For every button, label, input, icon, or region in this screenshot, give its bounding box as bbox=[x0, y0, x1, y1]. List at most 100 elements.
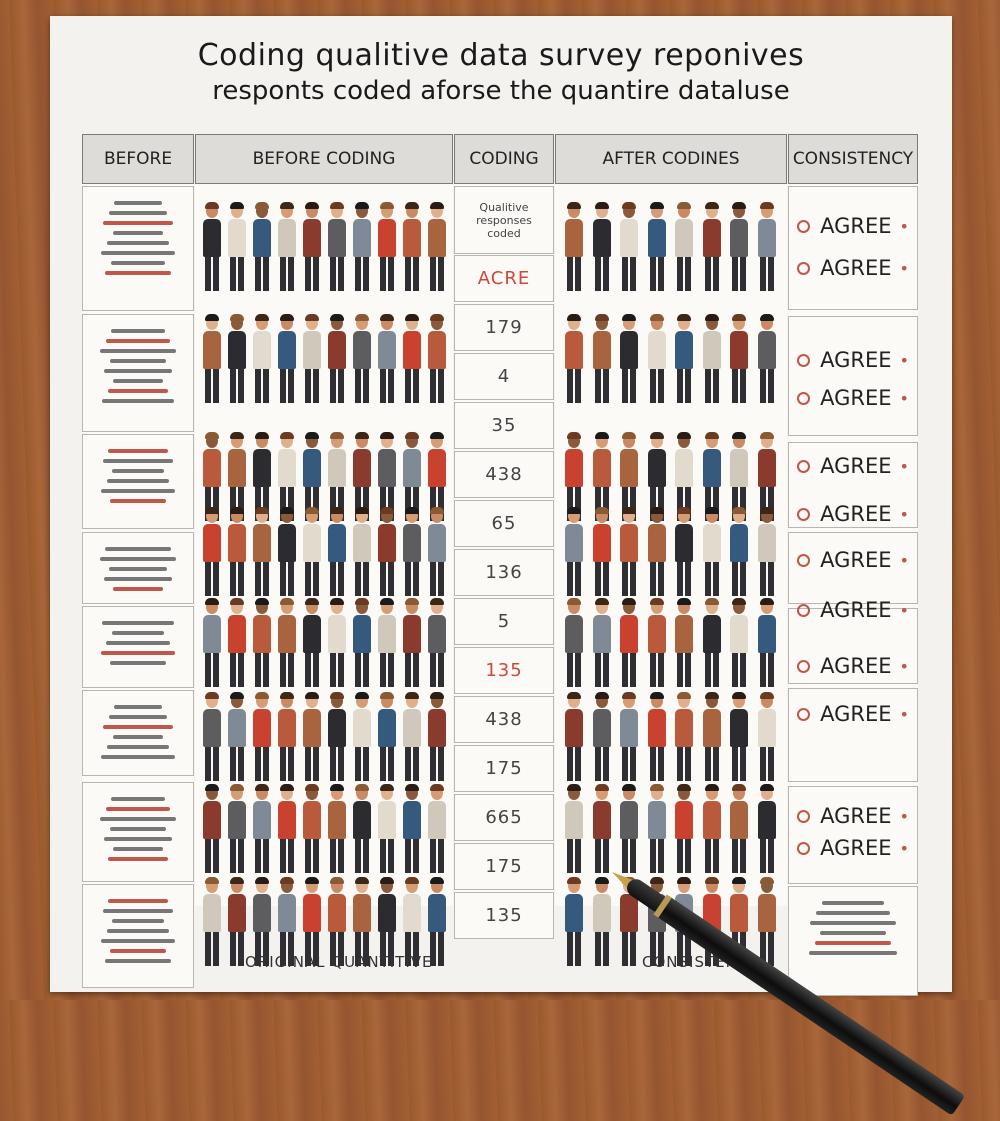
person-figure-icon bbox=[673, 507, 695, 599]
person-figure-icon bbox=[563, 314, 585, 406]
person-figure-icon bbox=[701, 202, 723, 294]
person-figure-icon bbox=[251, 598, 273, 690]
person-figure-icon bbox=[401, 507, 423, 599]
agree-label: AGREE • bbox=[788, 652, 918, 680]
person-figure-icon bbox=[301, 432, 323, 524]
response-text-cell bbox=[82, 314, 194, 432]
circle-mark-icon bbox=[797, 707, 811, 721]
person-figure-icon bbox=[673, 202, 695, 294]
page-title-line-1: Coding qualitive data survey reponives bbox=[197, 38, 805, 73]
person-figure-icon bbox=[401, 877, 423, 969]
response-text-cell bbox=[82, 186, 194, 311]
consistency-cell bbox=[788, 786, 918, 884]
person-figure-icon bbox=[301, 507, 323, 599]
consistency-cell bbox=[788, 532, 918, 604]
people-row bbox=[195, 598, 453, 696]
check-mark-icon: • bbox=[899, 350, 909, 370]
people-row bbox=[555, 202, 787, 300]
response-text-cell bbox=[82, 690, 194, 776]
person-figure-icon bbox=[591, 314, 613, 406]
before-coding-header: BEFORE CODING bbox=[195, 134, 453, 184]
person-figure-icon bbox=[756, 877, 778, 969]
coding-value-cell: 438 bbox=[454, 451, 554, 498]
person-figure-icon bbox=[401, 432, 423, 524]
person-figure-icon bbox=[276, 692, 298, 784]
person-figure-icon bbox=[226, 314, 248, 406]
person-figure-icon bbox=[401, 202, 423, 294]
check-mark-icon: • bbox=[899, 600, 909, 620]
person-figure-icon bbox=[326, 784, 348, 876]
person-figure-icon bbox=[646, 202, 668, 294]
person-figure-icon bbox=[251, 692, 273, 784]
agree-label: AGREE • bbox=[788, 452, 918, 480]
coding-value-cell: 135 bbox=[454, 892, 554, 939]
person-figure-icon bbox=[201, 202, 223, 294]
person-figure-icon bbox=[201, 314, 223, 406]
person-figure-icon bbox=[376, 432, 398, 524]
person-figure-icon bbox=[276, 877, 298, 969]
person-figure-icon bbox=[401, 784, 423, 876]
person-figure-icon bbox=[426, 432, 448, 524]
person-figure-icon bbox=[251, 432, 273, 524]
person-figure-icon bbox=[591, 202, 613, 294]
agree-label: AGREE • bbox=[788, 596, 918, 624]
people-row bbox=[555, 314, 787, 412]
person-figure-icon bbox=[618, 598, 640, 690]
person-figure-icon bbox=[351, 598, 373, 690]
person-figure-icon bbox=[226, 877, 248, 969]
person-figure-icon bbox=[351, 432, 373, 524]
person-figure-icon bbox=[401, 692, 423, 784]
person-figure-icon bbox=[646, 598, 668, 690]
person-figure-icon bbox=[226, 598, 248, 690]
people-row bbox=[555, 692, 787, 790]
circle-mark-icon bbox=[797, 459, 811, 473]
person-figure-icon bbox=[276, 598, 298, 690]
person-figure-icon bbox=[251, 314, 273, 406]
page-title-line-2: responts coded aforse the quantire datal… bbox=[212, 76, 790, 106]
person-figure-icon bbox=[351, 784, 373, 876]
coding-value-cell: 136 bbox=[454, 549, 554, 596]
person-figure-icon bbox=[618, 784, 640, 876]
coding-value-cell: 135 bbox=[454, 647, 554, 694]
check-mark-icon: • bbox=[899, 258, 909, 278]
circle-mark-icon bbox=[797, 261, 811, 275]
person-figure-icon bbox=[646, 692, 668, 784]
consistency-cell bbox=[788, 608, 918, 684]
person-figure-icon bbox=[426, 314, 448, 406]
check-mark-icon: • bbox=[899, 838, 909, 858]
consistency-cell bbox=[788, 688, 918, 782]
response-text-cell bbox=[82, 606, 194, 688]
person-figure-icon bbox=[251, 784, 273, 876]
person-figure-icon bbox=[646, 432, 668, 524]
person-figure-icon bbox=[376, 314, 398, 406]
check-mark-icon: • bbox=[899, 456, 909, 476]
person-figure-icon bbox=[426, 692, 448, 784]
person-figure-icon bbox=[756, 784, 778, 876]
agree-label: AGREE • bbox=[788, 212, 918, 240]
person-figure-icon bbox=[351, 314, 373, 406]
person-figure-icon bbox=[251, 507, 273, 599]
person-figure-icon bbox=[701, 432, 723, 524]
person-figure-icon bbox=[728, 432, 750, 524]
check-mark-icon: • bbox=[899, 504, 909, 524]
check-mark-icon: • bbox=[899, 656, 909, 676]
consistency-cell bbox=[788, 186, 918, 310]
person-figure-icon bbox=[728, 314, 750, 406]
person-figure-icon bbox=[673, 784, 695, 876]
person-figure-icon bbox=[326, 507, 348, 599]
person-figure-icon bbox=[563, 202, 585, 294]
before-coding-column: BEFORE CODING bbox=[195, 134, 453, 966]
people-row bbox=[555, 598, 787, 696]
person-figure-icon bbox=[301, 784, 323, 876]
person-figure-icon bbox=[591, 692, 613, 784]
person-figure-icon bbox=[201, 784, 223, 876]
person-figure-icon bbox=[226, 432, 248, 524]
person-figure-icon bbox=[201, 877, 223, 969]
person-figure-icon bbox=[226, 784, 248, 876]
agree-label: AGREE • bbox=[788, 546, 918, 574]
person-figure-icon bbox=[673, 598, 695, 690]
check-mark-icon: • bbox=[899, 388, 909, 408]
coding-header: CODING bbox=[454, 134, 554, 184]
person-figure-icon bbox=[591, 598, 613, 690]
person-figure-icon bbox=[426, 507, 448, 599]
